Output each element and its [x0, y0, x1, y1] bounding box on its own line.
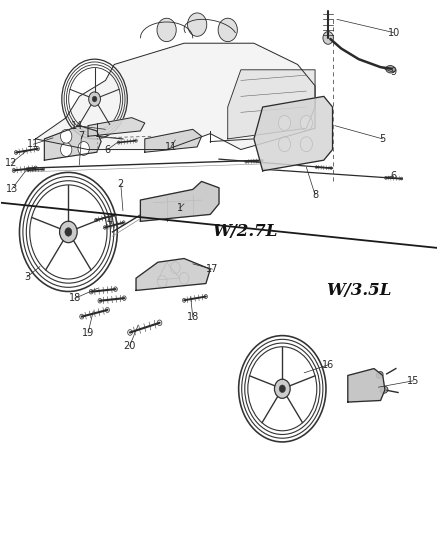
Circle shape: [60, 143, 72, 157]
Circle shape: [204, 295, 208, 298]
Polygon shape: [145, 130, 201, 152]
Text: 5: 5: [380, 134, 386, 144]
Circle shape: [42, 168, 45, 171]
Text: 10: 10: [388, 28, 400, 38]
Circle shape: [218, 18, 237, 42]
Text: W/2.7L: W/2.7L: [212, 223, 278, 240]
Circle shape: [27, 169, 29, 172]
Circle shape: [89, 289, 93, 294]
Circle shape: [12, 168, 15, 172]
Text: 14: 14: [71, 120, 83, 131]
Circle shape: [113, 213, 117, 217]
Circle shape: [183, 298, 186, 302]
Text: 3: 3: [24, 272, 30, 282]
Circle shape: [330, 167, 332, 169]
Polygon shape: [228, 70, 315, 139]
Circle shape: [157, 18, 176, 42]
Text: 20: 20: [124, 341, 136, 351]
Text: 17: 17: [206, 264, 219, 274]
Text: 15: 15: [407, 376, 420, 386]
Circle shape: [65, 228, 72, 236]
Polygon shape: [254, 96, 332, 171]
Circle shape: [261, 159, 263, 162]
Circle shape: [60, 130, 72, 143]
Circle shape: [157, 276, 167, 287]
Polygon shape: [348, 368, 385, 402]
Ellipse shape: [376, 372, 383, 378]
Ellipse shape: [386, 66, 396, 73]
Circle shape: [300, 116, 312, 131]
Text: 16: 16: [322, 360, 334, 370]
Circle shape: [98, 298, 102, 303]
Circle shape: [245, 160, 247, 163]
Circle shape: [106, 308, 110, 312]
Text: 13: 13: [6, 184, 18, 195]
Circle shape: [122, 296, 126, 301]
Circle shape: [315, 166, 318, 168]
Circle shape: [60, 221, 77, 243]
Text: 18: 18: [69, 293, 81, 303]
Circle shape: [323, 31, 333, 44]
Text: 6: 6: [105, 144, 111, 155]
Circle shape: [400, 177, 403, 180]
Circle shape: [157, 320, 162, 326]
Circle shape: [113, 287, 117, 292]
Polygon shape: [141, 181, 219, 221]
Text: 19: 19: [82, 328, 94, 338]
Text: 4: 4: [107, 216, 113, 227]
Text: 8: 8: [312, 190, 318, 200]
Circle shape: [279, 385, 286, 393]
Circle shape: [279, 137, 290, 152]
Circle shape: [92, 96, 97, 102]
Circle shape: [36, 147, 39, 151]
Circle shape: [127, 329, 132, 335]
Polygon shape: [44, 126, 101, 160]
Text: 2: 2: [118, 179, 124, 189]
Text: 11: 11: [27, 139, 39, 149]
Circle shape: [385, 176, 387, 180]
Text: 7: 7: [78, 131, 85, 141]
Circle shape: [14, 150, 18, 155]
Circle shape: [179, 272, 189, 284]
Circle shape: [103, 225, 106, 229]
Circle shape: [78, 142, 89, 156]
Circle shape: [122, 221, 125, 224]
Ellipse shape: [380, 386, 388, 393]
Text: W/3.5L: W/3.5L: [326, 282, 392, 299]
Circle shape: [300, 137, 312, 152]
Text: 12: 12: [5, 158, 18, 168]
Text: 6: 6: [391, 171, 397, 181]
Circle shape: [275, 379, 290, 398]
Circle shape: [117, 141, 120, 144]
Polygon shape: [35, 43, 315, 150]
Circle shape: [34, 166, 37, 170]
Polygon shape: [88, 118, 145, 136]
Circle shape: [95, 218, 98, 222]
Circle shape: [80, 314, 84, 319]
Text: 11: 11: [165, 142, 177, 152]
Text: 9: 9: [391, 68, 397, 77]
Circle shape: [187, 13, 207, 36]
Polygon shape: [136, 259, 210, 290]
Circle shape: [88, 92, 100, 106]
Text: 18: 18: [187, 312, 199, 322]
Circle shape: [279, 116, 290, 131]
Circle shape: [134, 139, 138, 142]
Circle shape: [170, 262, 180, 273]
Text: 1: 1: [177, 203, 183, 213]
